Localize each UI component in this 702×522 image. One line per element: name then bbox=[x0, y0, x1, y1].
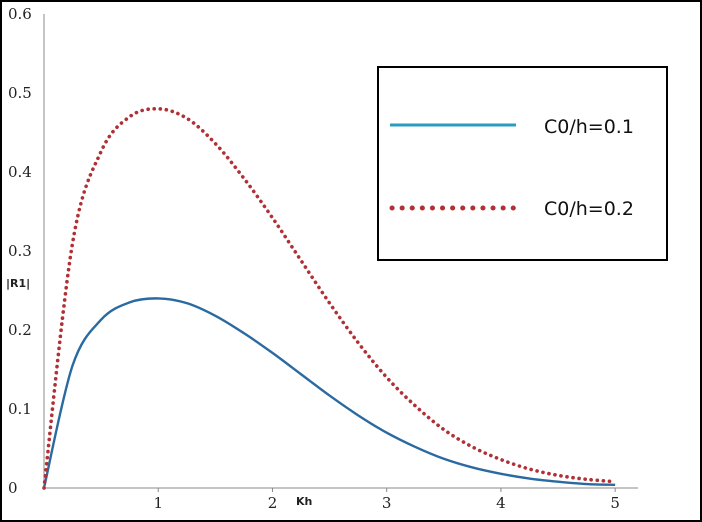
legend-label-c0h-0.2: C0/h=0.2 bbox=[544, 198, 634, 220]
y-tick-label: 0 bbox=[8, 479, 18, 497]
axes bbox=[43, 14, 638, 489]
y-tick-label: 0.1 bbox=[8, 400, 32, 418]
series-line-2 bbox=[42, 106, 617, 490]
x-tick-label: 2 bbox=[268, 494, 278, 512]
y-tick-label: 0.5 bbox=[8, 84, 32, 102]
x-ticks: 1 2 3 4 5 bbox=[153, 488, 620, 512]
y-tick-label: 0.2 bbox=[8, 321, 32, 339]
legend-label-c0h-0.1: C0/h=0.1 bbox=[544, 116, 634, 138]
x-axis-label: Kh bbox=[296, 495, 312, 508]
x-tick-label: 1 bbox=[153, 494, 163, 512]
x-tick-label: 3 bbox=[382, 494, 392, 512]
y-tick-label: 0.6 bbox=[8, 5, 32, 23]
y-axis-label: |R1| bbox=[6, 277, 30, 290]
x-tick-label: 5 bbox=[610, 494, 620, 512]
y-ticks: 0 0.1 0.2 0.3 0.4 0.5 0.6 bbox=[8, 5, 32, 497]
x-tick-label: 4 bbox=[496, 494, 506, 512]
y-tick-label: 0.3 bbox=[8, 242, 32, 260]
series-line-1 bbox=[42, 297, 616, 489]
legend: C0/h=0.1 C0/h=0.2 bbox=[377, 66, 668, 261]
y-tick-label: 0.4 bbox=[8, 163, 32, 181]
legend-box bbox=[377, 66, 668, 261]
series-lines bbox=[42, 106, 617, 490]
